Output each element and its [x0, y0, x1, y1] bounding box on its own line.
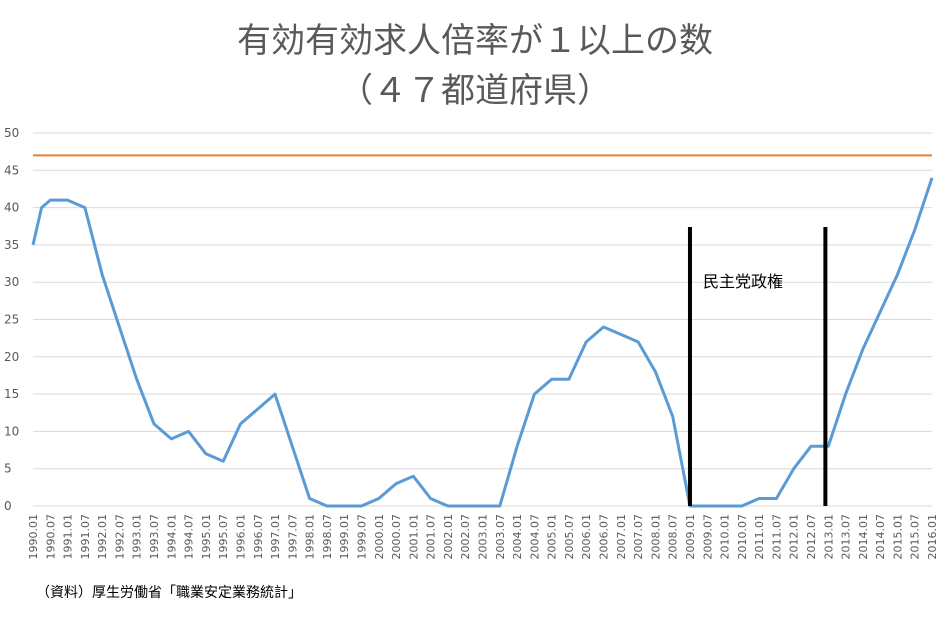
- x-tick-label: 1996.01: [234, 514, 247, 560]
- x-tick-label: 2010.01: [719, 514, 732, 560]
- gridlines: [33, 132, 932, 507]
- x-tick-label: 1992.01: [96, 514, 109, 560]
- y-tick-label: 15: [4, 387, 19, 401]
- x-tick-label: 2007.07: [632, 514, 645, 560]
- x-tick-label: 1993.01: [131, 514, 144, 560]
- x-tick-label: 2015.01: [891, 514, 904, 560]
- chart-subtitle: （４７都道府県）: [339, 71, 611, 111]
- x-tick-label: 1992.07: [113, 514, 126, 560]
- x-tick-label: 2000.01: [373, 514, 386, 560]
- x-tick-label: 2004.07: [528, 514, 541, 560]
- x-tick-label: 2005.01: [546, 514, 559, 560]
- series-line: [31, 177, 934, 508]
- x-tick-label: 1995.01: [200, 514, 213, 560]
- x-tick-label: 2006.01: [580, 514, 593, 560]
- x-tick-label: 1994.07: [183, 514, 196, 560]
- y-tick-label: 20: [4, 350, 19, 364]
- x-tick-label: 1990.01: [27, 514, 40, 560]
- x-tick-label: 2002.07: [459, 514, 472, 560]
- x-tick-label: 1994.01: [165, 514, 178, 560]
- x-tick-label: 2014.07: [874, 514, 887, 560]
- y-tick-label: 45: [4, 163, 19, 177]
- x-tick-label: 2016.01: [926, 514, 939, 560]
- x-tick-label: 2004.01: [511, 514, 524, 560]
- x-tick-label: 1999.01: [338, 514, 351, 560]
- chart-title: 有効有効求人倍率が１以上の数: [237, 21, 713, 61]
- x-tick-label: 1997.01: [269, 514, 282, 560]
- y-tick-label: 25: [4, 313, 19, 327]
- x-tick-label: 2011.07: [770, 514, 783, 560]
- x-tick-label: 1997.07: [286, 514, 299, 560]
- x-tick-label: 2001.07: [425, 514, 438, 560]
- y-tick-label: 40: [4, 201, 19, 215]
- x-axis-ticks: 1990.01 1990.07 1991.01 1991.07 1992.01 1992.…: [27, 514, 939, 560]
- source-note: （資料）厚生労働省「職業安定業務統計」: [36, 585, 302, 601]
- y-tick-label: 30: [4, 275, 19, 289]
- x-tick-label: 1999.07: [355, 514, 368, 560]
- x-tick-label: 2013.07: [840, 514, 853, 560]
- x-tick-label: 2003.01: [477, 514, 490, 560]
- y-tick-label: 0: [4, 499, 12, 513]
- x-tick-label: 1998.01: [304, 514, 317, 560]
- x-tick-label: 2001.01: [407, 514, 420, 560]
- x-tick-label: 2010.07: [736, 514, 749, 560]
- x-tick-label: 2013.01: [822, 514, 835, 560]
- x-tick-label: 2003.07: [494, 514, 507, 560]
- x-tick-label: 1993.07: [148, 514, 161, 560]
- x-tick-label: 2007.01: [615, 514, 628, 560]
- x-tick-label: 2009.01: [684, 514, 697, 560]
- x-tick-label: 2009.07: [701, 514, 714, 560]
- y-tick-label: 10: [4, 424, 19, 438]
- x-tick-label: 2002.01: [442, 514, 455, 560]
- annotation-label: 民主党政権: [703, 272, 783, 291]
- x-tick-label: 1995.07: [217, 514, 230, 560]
- x-tick-label: 1996.07: [252, 514, 265, 560]
- x-tick-label: 2005.07: [563, 514, 576, 560]
- y-tick-label: 35: [4, 238, 19, 252]
- x-tick-label: 1991.07: [79, 514, 92, 560]
- x-tick-label: 1990.07: [44, 514, 57, 560]
- x-tick-label: 2015.07: [909, 514, 922, 560]
- x-tick-label: 2008.01: [649, 514, 662, 560]
- y-axis-ticks: 0 5 10 15 20 25 30 35 40 45 50: [4, 126, 19, 513]
- x-tick-label: 2012.07: [805, 514, 818, 560]
- y-tick-label: 50: [4, 126, 19, 140]
- x-tick-label: 2000.07: [390, 514, 403, 560]
- x-tick-label: 2011.01: [753, 514, 766, 560]
- y-tick-label: 5: [4, 462, 12, 476]
- x-tick-label: 2012.01: [788, 514, 801, 560]
- x-tick-label: 2014.01: [857, 514, 870, 560]
- x-tick-label: 2006.07: [598, 514, 611, 560]
- x-tick-label: 1991.01: [62, 514, 75, 560]
- x-tick-label: 1998.07: [321, 514, 334, 560]
- x-tick-label: 2008.07: [667, 514, 680, 560]
